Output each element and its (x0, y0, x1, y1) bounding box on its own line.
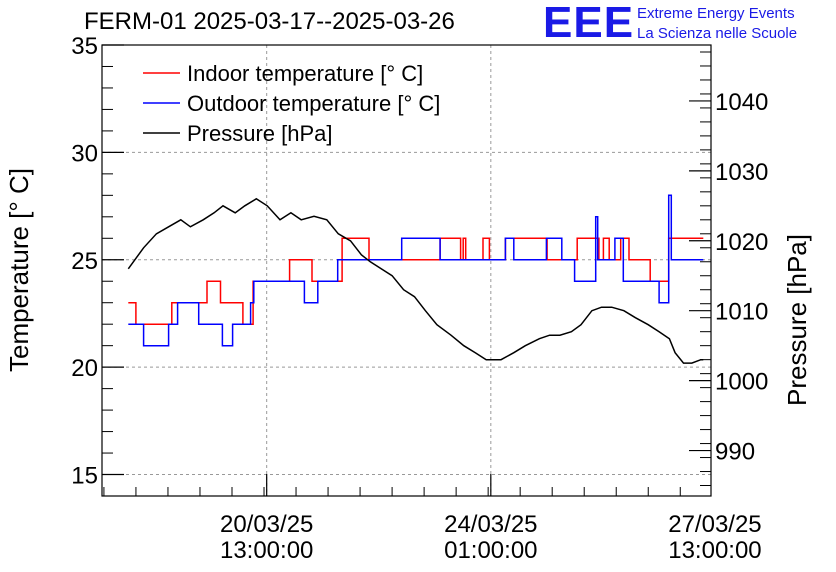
y-tick-label: 35 (71, 33, 98, 60)
y2-axis-label: Pressure [hPa] (782, 234, 812, 406)
y2-tick-label: 1030 (715, 159, 768, 186)
x-tick-label-time: 13:00:00 (220, 537, 313, 564)
y2-tick-label: 1020 (715, 229, 768, 256)
y2-tick-label: 1040 (715, 89, 768, 116)
legend-label-indoor: Indoor temperature [° C] (187, 61, 423, 86)
legend-label-outdoor: Outdoor temperature [° C] (187, 91, 440, 116)
y2-tick-label: 1000 (715, 369, 768, 396)
x-tick-label-date: 24/03/25 (444, 511, 537, 538)
y-tick-label: 30 (71, 140, 98, 167)
y-tick-label: 25 (71, 248, 98, 275)
eee-logo-mark: EEE (543, 0, 635, 47)
x-tick-label-time: 13:00:00 (668, 537, 761, 564)
x-tick-label-date: 20/03/25 (220, 511, 313, 538)
series-line-pressure (127, 197, 704, 364)
logo-line-1: Extreme Energy Events (637, 5, 795, 22)
logo-line-2: La Scienza nelle Scuole (637, 25, 798, 42)
y-tick-label: 15 (71, 463, 98, 490)
axis-ticks: 15 20 25 30 35 990 1000 1010 1020 1030 1040 20/03/2… (71, 33, 768, 564)
series-line-outdoor (128, 194, 704, 347)
y-tick-label: 20 (71, 355, 98, 382)
series-line-indoor (128, 237, 704, 325)
y2-tick-label: 990 (715, 439, 755, 466)
x-tick-label-date: 27/03/25 (668, 511, 761, 538)
series-layer (127, 194, 704, 364)
y2-tick-label: 1010 (715, 299, 768, 326)
legend: Indoor temperature [° C] Outdoor temperat… (143, 61, 440, 146)
x-tick-label-time: 01:00:00 (444, 537, 537, 564)
y-axis-label: Temperature [° C] (4, 168, 34, 372)
legend-label-pressure: Pressure [hPa] (187, 121, 333, 146)
plot-frame (101, 44, 712, 497)
chart-title: FERM-01 2025-03-17--2025-03-26 (84, 8, 455, 35)
